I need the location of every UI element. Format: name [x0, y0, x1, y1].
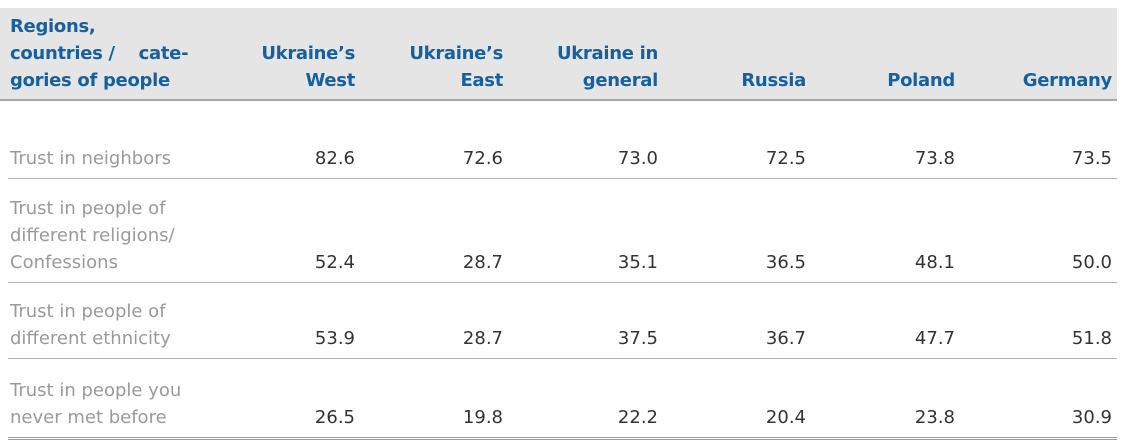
- column-header: Regions,: [10, 16, 96, 37]
- row-label: never met before: [10, 407, 167, 428]
- row-label: Trust in people of: [10, 198, 166, 219]
- cell-value: 72.6: [462, 148, 503, 169]
- row-label: Trust in people of: [10, 301, 166, 322]
- row-divider: [8, 437, 1117, 440]
- cell-value: 20.4: [765, 407, 806, 428]
- column-header: East: [460, 70, 503, 91]
- cell-value: 22.2: [617, 407, 658, 428]
- column-header: West: [305, 70, 355, 91]
- cell-value: 47.7: [914, 328, 955, 349]
- row-divider: [8, 282, 1117, 283]
- column-header: gories of people: [10, 70, 170, 91]
- cell-value: 26.5: [314, 407, 355, 428]
- row-label: Trust in people you: [10, 380, 182, 401]
- column-header: Ukraine in: [556, 43, 658, 64]
- row-label: Confessions: [10, 252, 118, 273]
- cell-value: 28.7: [462, 252, 503, 273]
- cell-value: 51.8: [1071, 328, 1112, 349]
- row-label: Trust in neighbors: [10, 148, 171, 169]
- cell-value: 72.5: [765, 148, 806, 169]
- column-header: Poland: [887, 70, 955, 91]
- row-divider: [8, 178, 1117, 179]
- header-background: [0, 8, 1117, 101]
- cell-value: 53.9: [314, 328, 355, 349]
- row-label: different religions/: [10, 225, 175, 246]
- cell-value: 73.5: [1071, 148, 1112, 169]
- column-header: Ukraine’s: [261, 43, 355, 64]
- cell-value: 30.9: [1071, 407, 1112, 428]
- cell-value: 19.8: [462, 407, 503, 428]
- cell-value: 52.4: [314, 252, 355, 273]
- column-header: general: [582, 70, 659, 91]
- cell-value: 48.1: [914, 252, 955, 273]
- cell-value: 82.6: [314, 148, 355, 169]
- cell-value: 28.7: [462, 328, 503, 349]
- cell-value: 37.5: [617, 328, 658, 349]
- cell-value: 23.8: [914, 407, 955, 428]
- column-header: countries / cate-: [10, 43, 189, 64]
- row-label: different ethnicity: [10, 328, 171, 349]
- cell-value: 50.0: [1071, 252, 1112, 273]
- column-header: Ukraine’s: [409, 43, 503, 64]
- cell-value: 36.7: [765, 328, 806, 349]
- cell-value: 73.0: [617, 148, 658, 169]
- column-header: Russia: [741, 70, 806, 91]
- cell-value: 73.8: [914, 148, 955, 169]
- column-header: Germany: [1022, 70, 1113, 91]
- cell-value: 35.1: [617, 252, 658, 273]
- row-divider: [8, 358, 1117, 359]
- cell-value: 36.5: [765, 252, 806, 273]
